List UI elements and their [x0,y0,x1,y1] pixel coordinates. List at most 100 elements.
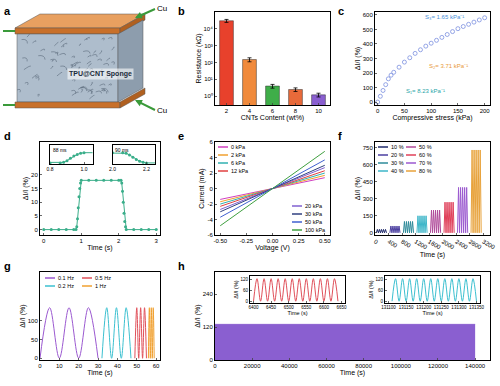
svg-text:60: 60 [243,288,249,293]
svg-text:10 %: 10 % [391,144,404,150]
svg-text:2800: 2800 [468,239,483,251]
svg-text:0.25: 0.25 [293,238,305,244]
svg-text:400: 400 [363,41,374,47]
svg-text:1 Hz: 1 Hz [95,283,107,289]
svg-text:20 kPa: 20 kPa [305,203,323,209]
svg-text:1600: 1600 [427,239,442,251]
svg-text:Voltage (V): Voltage (V) [255,244,290,252]
svg-text:120: 120 [376,277,384,282]
svg-text:CNTs Content (wt%): CNTs Content (wt%) [241,114,304,122]
svg-text:0.5 Hz: 0.5 Hz [95,275,111,281]
svg-text:1200: 1200 [414,239,429,251]
svg-text:10⁴: 10⁴ [204,26,214,32]
svg-text:0: 0 [34,355,38,361]
svg-text:10²: 10² [204,60,213,66]
svg-text:ΔI/I (%): ΔI/I (%) [22,177,30,200]
svg-text:b: b [178,5,185,17]
svg-text:TPU@CNT Sponge: TPU@CNT Sponge [69,70,132,78]
svg-text:50: 50 [31,337,38,343]
svg-text:240: 240 [203,291,214,297]
svg-text:0.2 Hz: 0.2 Hz [58,283,74,289]
svg-text:e: e [178,130,184,142]
svg-text:2: 2 [209,170,213,176]
svg-text:60: 60 [153,363,160,369]
svg-text:150: 150 [453,108,464,114]
svg-text:6600: 6600 [319,305,330,310]
svg-text:-2: -2 [207,201,213,207]
svg-text:Time (s): Time (s) [87,369,112,377]
svg-text:30 %: 30 % [391,160,404,166]
svg-text:Time (s): Time (s) [423,310,443,316]
svg-text:0: 0 [373,239,379,246]
svg-text:c: c [338,5,344,17]
svg-text:131250: 131250 [434,305,450,310]
svg-text:a: a [4,5,11,17]
svg-text:ΔI/I (%): ΔI/I (%) [194,304,202,327]
svg-text:600: 600 [363,162,374,168]
svg-text:0: 0 [209,186,213,192]
svg-text:0.50: 0.50 [319,238,331,244]
svg-text:-0.50: -0.50 [213,238,227,244]
svg-text:6 kPa: 6 kPa [231,160,246,166]
svg-text:1: 1 [80,238,84,244]
svg-text:2.2: 2.2 [143,166,150,172]
svg-text:6500: 6500 [284,305,295,310]
svg-text:2 kPa: 2 kPa [231,152,246,158]
svg-text:300: 300 [363,56,374,62]
svg-text:Resistance (kΩ): Resistance (kΩ) [195,33,203,83]
svg-text:0.1 Hz: 0.1 Hz [58,275,74,281]
svg-text:0: 0 [369,99,373,105]
svg-text:0: 0 [381,299,384,304]
svg-text:60: 60 [378,288,384,293]
svg-text:2.0: 2.0 [109,166,116,172]
svg-text:0 kPa: 0 kPa [231,144,246,150]
svg-text:120000: 120000 [428,363,449,369]
svg-text:2: 2 [117,238,121,244]
svg-text:100 kPa: 100 kPa [305,227,326,233]
svg-text:0: 0 [209,357,213,363]
svg-text:500: 500 [363,27,374,33]
svg-text:ΔI/I (%): ΔI/I (%) [354,177,362,200]
svg-text:0: 0 [369,230,373,236]
svg-text:h: h [178,260,185,272]
svg-text:120: 120 [203,324,214,330]
svg-text:g: g [4,260,11,272]
svg-text:15: 15 [31,186,38,192]
svg-text:3200: 3200 [481,239,496,251]
svg-text:20 %: 20 % [391,152,404,158]
svg-text:131300: 131300 [451,305,467,310]
svg-text:Time (s): Time (s) [420,251,445,259]
svg-text:S₂= 3.71 kPa⁻¹: S₂= 3.71 kPa⁻¹ [429,63,468,69]
svg-text:ΔI/I (%): ΔI/I (%) [368,280,374,299]
svg-text:Time (s): Time (s) [288,310,308,316]
svg-text:800: 800 [400,239,412,250]
svg-text:6: 6 [271,108,275,114]
svg-text:12 kPa: 12 kPa [231,168,249,174]
svg-text:6550: 6550 [301,305,312,310]
svg-text:131350: 131350 [469,305,485,310]
svg-text:100: 100 [363,85,374,91]
svg-text:10¹: 10¹ [204,76,213,82]
svg-text:ΔI/I (%): ΔI/I (%) [233,280,239,299]
svg-text:90 ms: 90 ms [115,147,129,153]
svg-text:Compressive stress (kPa): Compressive stress (kPa) [392,114,472,122]
svg-text:Time (s): Time (s) [87,244,112,252]
svg-text:0.8: 0.8 [47,166,54,172]
svg-text:200: 200 [363,70,374,76]
svg-text:150: 150 [363,213,374,219]
svg-text:5: 5 [34,213,38,219]
svg-text:450: 450 [363,179,374,185]
svg-text:300: 300 [363,196,374,202]
svg-text:S₃= 1.65 kPa⁻¹: S₃= 1.65 kPa⁻¹ [425,14,464,20]
svg-text:10³: 10³ [204,43,213,49]
svg-text:-0.25: -0.25 [240,238,254,244]
svg-text:Cu: Cu [157,4,167,13]
svg-text:50 kPa: 50 kPa [305,219,323,225]
svg-text:0: 0 [42,238,46,244]
svg-text:40000: 40000 [281,363,298,369]
svg-text:2: 2 [225,108,229,114]
svg-text:50: 50 [401,108,408,114]
svg-text:Current (mA): Current (mA) [199,168,207,208]
svg-text:4: 4 [248,108,252,114]
svg-text:40: 40 [114,363,121,369]
